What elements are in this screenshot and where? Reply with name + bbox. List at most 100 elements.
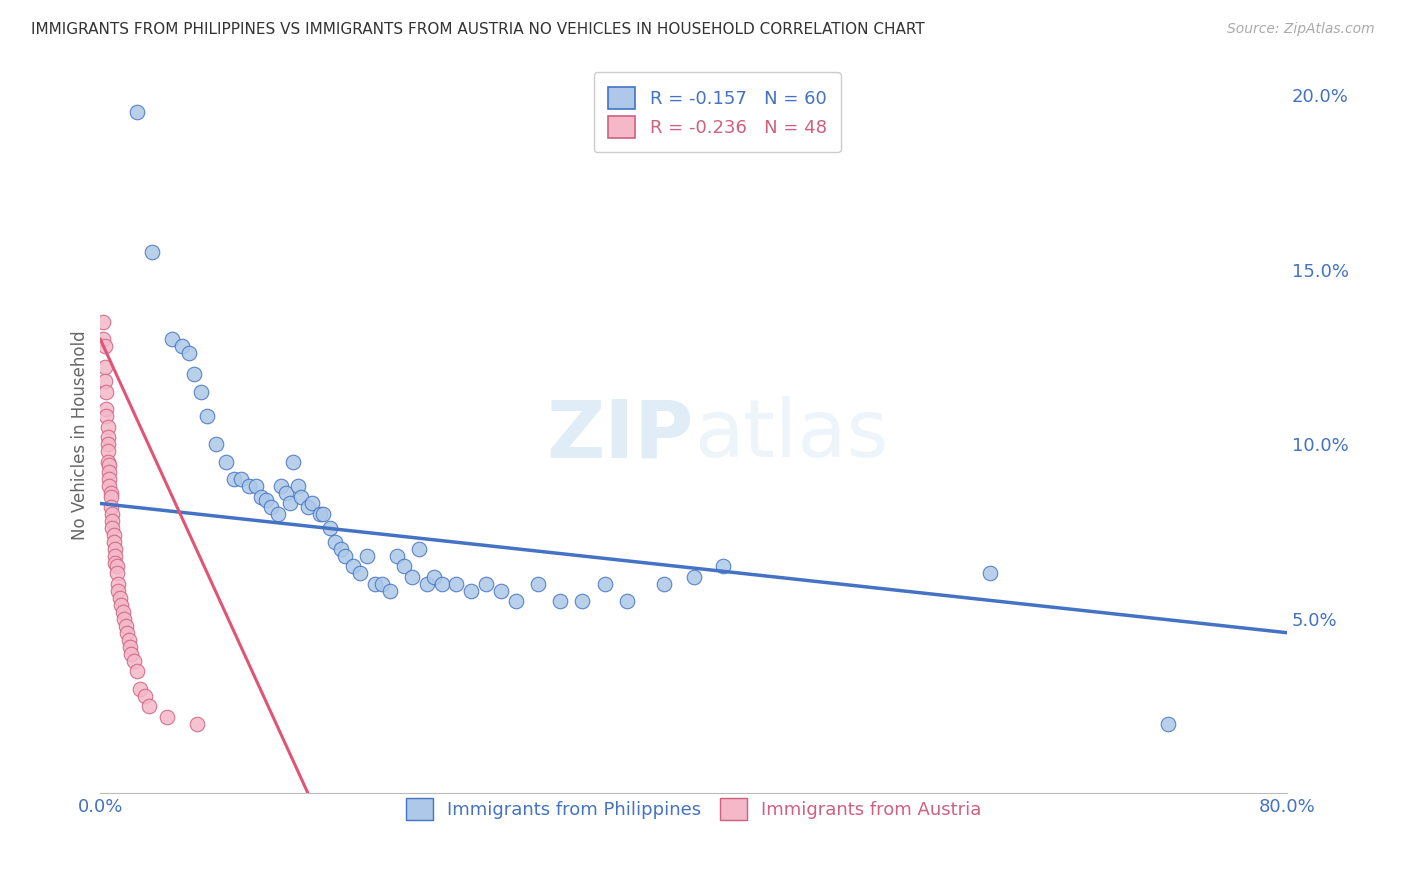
Point (711, 559, 734, 574)
Point (108, 591, 131, 605)
Point (100, 486, 122, 500)
Point (267, 507, 290, 521)
Point (349, 566, 371, 581)
Point (127, 664, 149, 678)
Point (115, 625, 138, 640)
Point (117, 632, 139, 647)
Point (105, 566, 128, 581)
Point (460, 583, 482, 598)
Point (97, 454, 120, 468)
Text: IMMIGRANTS FROM PHILIPPINES VS IMMIGRANTS FROM AUSTRIA NO VEHICLES IN HOUSEHOLD : IMMIGRANTS FROM PHILIPPINES VS IMMIGRANT… (31, 22, 925, 37)
Point (114, 618, 136, 632)
Point (475, 577, 498, 591)
Point (1157, 716, 1180, 731)
Point (571, 594, 593, 608)
Point (205, 437, 228, 451)
Point (97, 419, 120, 434)
Point (104, 556, 127, 570)
Point (186, 716, 208, 731)
Point (238, 479, 260, 493)
Point (100, 500, 122, 514)
Point (138, 699, 160, 714)
Point (94, 360, 117, 375)
Point (96, 409, 118, 424)
Point (323, 535, 346, 549)
Point (156, 709, 179, 723)
Point (96, 402, 118, 417)
Point (342, 559, 364, 574)
Point (97, 437, 120, 451)
Point (415, 577, 437, 591)
Point (356, 549, 378, 563)
Point (309, 507, 332, 521)
Point (329, 541, 352, 556)
Point (94, 374, 117, 388)
Point (112, 612, 135, 626)
Point (118, 640, 141, 654)
Point (249, 490, 271, 504)
Point (127, 105, 149, 120)
Point (301, 496, 323, 510)
Point (548, 594, 571, 608)
Point (94, 339, 117, 353)
Point (97, 444, 120, 458)
Point (110, 598, 132, 612)
Point (103, 528, 125, 542)
Point (190, 384, 212, 399)
Point (245, 479, 267, 493)
Point (371, 577, 394, 591)
Point (215, 454, 238, 468)
Point (270, 479, 292, 493)
Point (97, 430, 120, 444)
Point (593, 577, 616, 591)
Point (129, 681, 152, 696)
Point (256, 493, 278, 508)
Point (160, 332, 183, 346)
Point (96, 384, 118, 399)
Point (91, 332, 114, 346)
Point (121, 647, 143, 661)
Point (287, 479, 309, 493)
Point (98, 479, 121, 493)
Y-axis label: No Vehicles in Household: No Vehicles in Household (72, 331, 89, 541)
Point (104, 549, 127, 563)
Legend: Immigrants from Philippines, Immigrants from Austria: Immigrants from Philippines, Immigrants … (391, 783, 995, 834)
Point (283, 454, 305, 468)
Point (98, 458, 121, 472)
Point (104, 541, 127, 556)
Point (408, 541, 430, 556)
Point (101, 521, 124, 535)
Point (103, 535, 125, 549)
Point (394, 559, 416, 574)
Point (98, 465, 121, 479)
Point (505, 594, 527, 608)
Point (446, 577, 468, 591)
Point (179, 346, 201, 360)
Point (364, 577, 387, 591)
Point (319, 521, 342, 535)
Point (107, 577, 129, 591)
Point (489, 583, 512, 598)
Point (105, 559, 128, 574)
Point (170, 339, 193, 353)
Point (91, 315, 114, 329)
Point (274, 486, 297, 500)
Point (107, 583, 129, 598)
Point (682, 570, 704, 584)
Point (297, 500, 319, 514)
Point (195, 409, 218, 424)
Point (333, 549, 356, 563)
Point (260, 500, 283, 514)
Point (979, 566, 1001, 581)
Point (141, 245, 163, 260)
Text: atlas: atlas (693, 396, 889, 475)
Point (312, 507, 335, 521)
Point (111, 605, 134, 619)
Point (231, 472, 253, 486)
Point (652, 577, 675, 591)
Point (98, 472, 121, 486)
Point (100, 490, 122, 504)
Point (124, 654, 146, 668)
Point (430, 577, 453, 591)
Point (401, 570, 423, 584)
